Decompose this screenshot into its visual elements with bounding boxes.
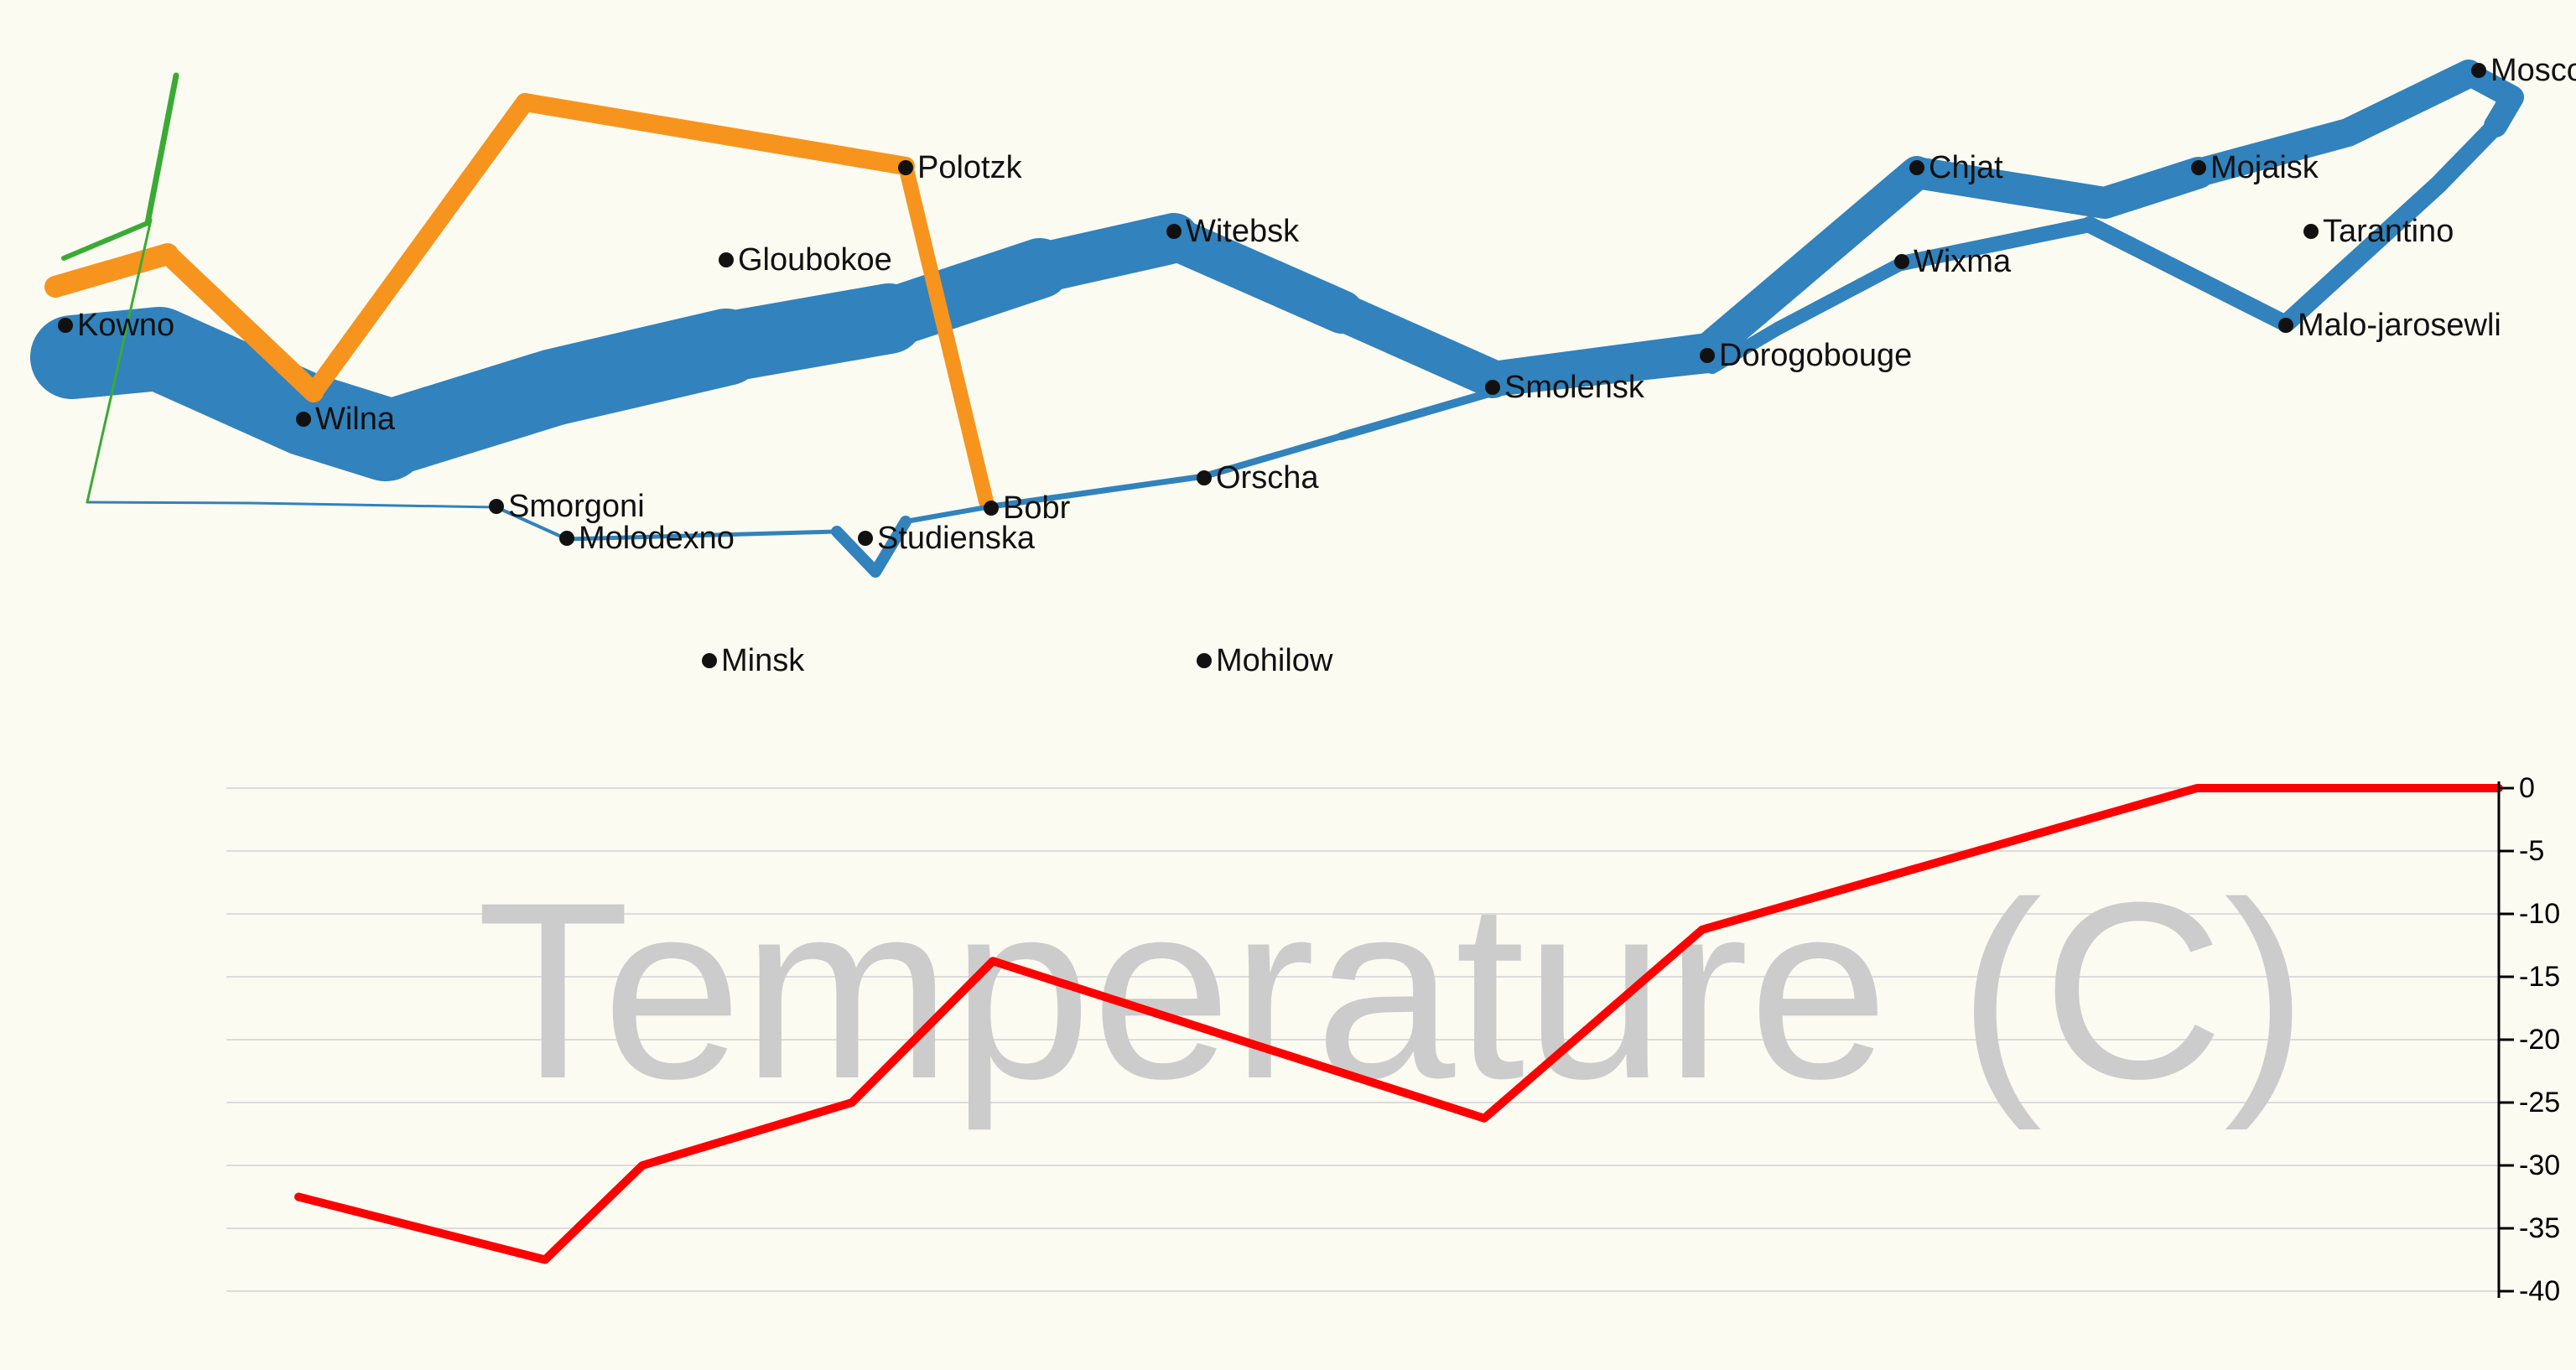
city-dot-dorogobouge: [1700, 348, 1715, 363]
route-corps-green: [144, 72, 179, 226]
city-label-gloubokoe: Gloubokoe: [738, 242, 892, 278]
city-label-smolensk: Smolensk: [1504, 370, 1645, 405]
route-retreat-main-army: [903, 504, 994, 524]
route-retreat-main-army: [1706, 257, 1909, 374]
city-label-smorgoni: Smorgoni: [508, 489, 645, 524]
route-advance-main-army: [2457, 62, 2524, 138]
route-corps-orange: [44, 243, 179, 298]
city-label-mohilow: Mohilow: [1216, 643, 1333, 678]
city-dot-molodexno: [559, 531, 574, 546]
city-dot-kowno: [58, 318, 73, 333]
city-label-orscha: Orscha: [1216, 460, 1319, 496]
city-dot-moscou: [2471, 63, 2486, 78]
y-tick-label: -35: [2519, 1212, 2560, 1244]
route-retreat-main-army: [1492, 361, 1718, 397]
route-retreat-main-army: [831, 516, 911, 578]
route-retreat-main-army: [2081, 216, 2294, 332]
y-tick-label: -10: [2519, 898, 2560, 930]
city-label-studienska: Studienska: [877, 521, 1036, 556]
city-label-chjat: Chjat: [1929, 150, 2003, 185]
city-dot-witebsk: [1166, 224, 1182, 239]
city-label-mojaisk: Mojaisk: [2210, 150, 2319, 185]
city-dot-studienska: [858, 531, 873, 546]
route-corps-green: [86, 218, 153, 504]
city-dot-smolensk: [1485, 380, 1500, 395]
city-label-witebsk: Witebsk: [1186, 214, 1300, 249]
city-label-molodexno: Molodexno: [579, 521, 735, 556]
city-dot-wixma: [1894, 254, 1909, 269]
city-dot-malo-jarosewli: [2278, 318, 2293, 333]
city-dot-tarantino: [2303, 224, 2319, 239]
city-label-wilna: Wilna: [315, 402, 396, 437]
temperature-line: [294, 784, 2503, 1264]
route-advance-main-army: [1322, 293, 1512, 398]
route-retreat-main-army: [988, 473, 1208, 510]
city-label-dorogobouge: Dorogobouge: [1719, 338, 1912, 373]
y-tick-label: 0: [2519, 772, 2535, 804]
y-tick-label: -5: [2519, 835, 2544, 867]
route-advance-main-army: [1152, 216, 1363, 334]
route-retreat-main-army: [495, 506, 569, 541]
route-advance-main-army: [2184, 60, 2483, 187]
city-label-tarantino: Tarantino: [2323, 214, 2454, 249]
route-corps-orange: [158, 244, 324, 402]
y-tick-label: -15: [2519, 961, 2560, 993]
y-tick-label: -40: [2519, 1275, 2560, 1307]
route-retreat-main-army: [564, 529, 839, 542]
city-dot-minsk: [702, 653, 717, 668]
route-advance-main-army: [1015, 213, 1199, 293]
route-advance-main-army: [1901, 157, 2215, 219]
city-dot-smorgoni: [489, 499, 504, 514]
city-label-malo-jarosewli: Malo-jarosewli: [2298, 308, 2501, 343]
city-label-moscou: Moscou: [2490, 53, 2576, 88]
route-retreat-main-army: [1337, 387, 1502, 440]
route-advance-main-army: [1690, 156, 1934, 367]
y-tick-label: -30: [2519, 1149, 2560, 1181]
route-advance-main-army: [30, 307, 428, 481]
route-advance-main-army: [347, 309, 765, 478]
city-dot-mojaisk: [2191, 160, 2206, 175]
city-dot-gloubokoe: [719, 252, 734, 267]
city-label-polotzk: Polotzk: [917, 150, 1023, 185]
route-advance-main-army: [859, 238, 1070, 349]
city-label-wixma: Wixma: [1914, 244, 2012, 279]
route-corps-orange: [516, 93, 915, 175]
route-retreat-main-army: [2277, 117, 2505, 333]
y-tick-label: -20: [2519, 1024, 2560, 1056]
city-dot-bobr: [984, 501, 999, 516]
route-corps-orange: [304, 93, 534, 402]
route-retreat-main-army: [1201, 433, 1345, 480]
city-dot-mohilow: [1197, 653, 1212, 668]
city-dot-chjat: [1909, 160, 1924, 175]
route-retreat-main-army: [1894, 217, 2097, 271]
route-retreat-main-army: [86, 501, 498, 509]
y-tick-label: -25: [2519, 1087, 2560, 1118]
route-advance-main-army: [1475, 333, 1725, 397]
route-corps-green: [61, 221, 150, 261]
route-corps-orange: [898, 158, 994, 509]
city-dot-polotzk: [898, 160, 913, 175]
city-label-minsk: Minsk: [721, 643, 805, 678]
city-dot-orscha: [1197, 470, 1212, 485]
city-dot-wilna: [296, 412, 311, 427]
city-label-bobr: Bobr: [1003, 490, 1071, 526]
city-label-kowno: Kowno: [77, 308, 174, 343]
